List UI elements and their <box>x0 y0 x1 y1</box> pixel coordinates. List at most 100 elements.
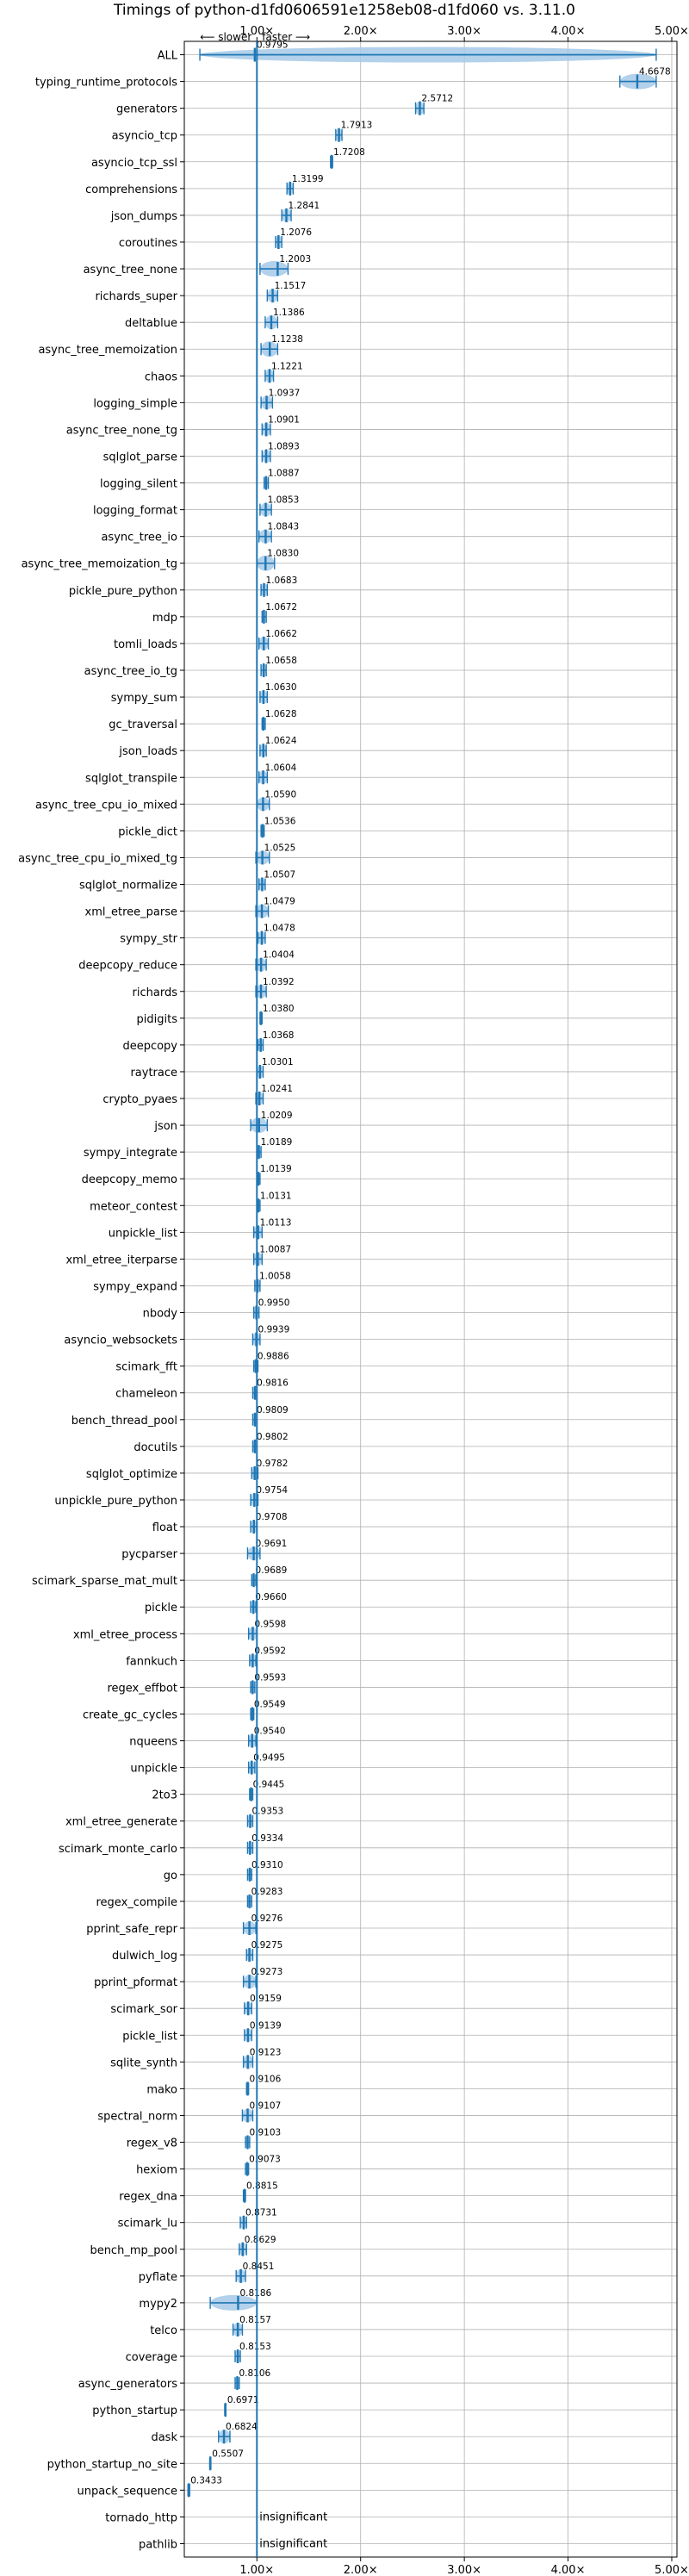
benchmark-name-label: asyncio_tcp_ssl <box>91 157 177 170</box>
benchmark-name-label: scimark_fft <box>115 1361 177 1374</box>
benchmark-name-label: typing_runtime_protocols <box>35 77 177 90</box>
benchmark-name-label: richards <box>133 986 178 999</box>
value-label: 0.9950 <box>258 1298 290 1309</box>
value-label: 1.3199 <box>292 174 324 184</box>
benchmark-name-label: deepcopy_reduce <box>78 960 177 973</box>
benchmark-name-label: pprint_safe_repr <box>86 1923 177 1936</box>
benchmark-name-label: sympy_str <box>120 933 177 946</box>
x-tick-label-bottom: 3.00× <box>447 2564 481 2576</box>
value-label: 0.8186 <box>239 2288 271 2299</box>
value-label: 0.9445 <box>253 1780 285 1790</box>
value-label: 1.0113 <box>260 1217 292 1228</box>
value-label: 1.1517 <box>275 281 307 291</box>
value-label: 1.0209 <box>261 1111 293 1121</box>
value-label: 0.9495 <box>253 1753 285 1764</box>
value-label: 0.9592 <box>254 1646 286 1656</box>
value-label: 1.0392 <box>263 977 295 987</box>
insignificant-label: insignificant <box>259 2511 327 2523</box>
benchmark-name-label: bench_mp_pool <box>90 2244 177 2257</box>
benchmark-name-label: mako <box>146 2083 177 2096</box>
benchmark-name-label: pidigits <box>137 1013 178 1026</box>
benchmark-name-label: richards_super <box>95 290 177 303</box>
value-label: 1.7913 <box>341 121 373 131</box>
value-label: 0.9106 <box>250 2074 282 2084</box>
benchmark-name-label: float <box>152 1521 177 1534</box>
value-label: 1.0604 <box>265 762 297 773</box>
x-tick-label-top: 2.00× <box>344 25 378 38</box>
benchmark-name-label: crypto_pyaes <box>102 1093 177 1106</box>
benchmark-name-label: generators <box>116 103 177 116</box>
value-label: 1.0478 <box>264 924 295 934</box>
value-label: 1.0380 <box>263 1004 295 1014</box>
value-label: 0.9782 <box>257 1459 289 1469</box>
benchmark-name-label: tornado_http <box>105 2511 177 2524</box>
benchmark-name-label: sqlglot_transpile <box>85 772 177 785</box>
benchmark-name-label: fannkuch <box>126 1655 177 1668</box>
benchmark-name-label: async_tree_cpu_io_mixed_tg <box>18 852 177 865</box>
benchmark-name-label: unpack_sequence <box>77 2485 177 2498</box>
benchmark-name-label: asyncio_tcp <box>112 130 177 143</box>
value-label: 1.0630 <box>265 682 297 693</box>
benchmark-name-label: asyncio_websockets <box>64 1335 177 1347</box>
value-label: 2.5712 <box>422 94 454 104</box>
benchmark-name-label: sqlite_synth <box>110 2056 177 2069</box>
value-label: 0.9275 <box>251 1940 283 1951</box>
value-label: 0.9802 <box>257 1432 289 1442</box>
value-label: 1.0937 <box>269 388 301 398</box>
benchmark-name-label: telco <box>150 2324 177 2337</box>
benchmark-name-label: regex_effbot <box>107 1682 177 1695</box>
value-label: 0.9795 <box>257 40 289 51</box>
value-label: 0.9886 <box>258 1352 289 1362</box>
value-label: 0.9310 <box>251 1860 283 1870</box>
value-label: 0.9353 <box>252 1807 284 1817</box>
benchmark-name-label: json_loads <box>118 745 177 758</box>
benchmark-name-label: chaos <box>145 370 177 383</box>
value-label: 0.3433 <box>190 2475 222 2486</box>
slower-label: ⟵ slower <box>200 31 251 43</box>
value-label: 0.9540 <box>254 1727 286 1737</box>
value-label: 0.5507 <box>212 2448 244 2459</box>
value-label: 4.6678 <box>639 67 671 78</box>
value-label: 1.0525 <box>264 843 296 853</box>
benchmark-name-label: dask <box>151 2431 177 2444</box>
value-label: 0.9334 <box>251 1833 283 1844</box>
benchmark-name-label: pprint_pformat <box>94 1976 177 1989</box>
value-label: 0.9593 <box>254 1672 286 1683</box>
value-label: 0.8629 <box>245 2235 276 2245</box>
benchmark-name-label: xml_etree_parse <box>85 906 177 919</box>
value-label: 0.9103 <box>249 2128 281 2138</box>
value-label: 0.6824 <box>226 2422 258 2432</box>
benchmark-name-label: mdp <box>152 612 177 625</box>
value-label: 1.0901 <box>268 414 300 425</box>
value-label: 1.7208 <box>333 147 365 158</box>
value-label: 1.0624 <box>265 736 297 746</box>
value-label: 0.9939 <box>258 1325 290 1335</box>
value-label: 1.0368 <box>263 1030 295 1041</box>
benchmark-name-label: scimark_sparse_mat_mult <box>32 1575 177 1588</box>
value-label: 0.9754 <box>256 1485 288 1496</box>
benchmark-name-label: deltablue <box>125 317 177 330</box>
value-label: 1.0672 <box>265 602 297 613</box>
benchmark-name-label: nbody <box>143 1308 178 1321</box>
axes-layer: 1.00× 1.00× 2.00× 2.00× 3.00× 3.00× 4.00× 4.00×… <box>180 25 689 2576</box>
x-tick-label-bottom: 5.00× <box>655 2564 689 2576</box>
value-label: 1.0479 <box>264 897 295 907</box>
x-tick-label-top: 4.00× <box>551 25 586 38</box>
benchmark-name-label: dulwich_log <box>112 1950 177 1963</box>
benchmark-name-label: gc_traversal <box>109 719 177 731</box>
x-tick-label-top: 1.00× <box>239 25 274 38</box>
value-label: 1.0658 <box>265 656 297 666</box>
benchmark-name-label: python_startup_no_site <box>47 2458 177 2471</box>
benchmark-name-label: json_dumps <box>110 210 177 223</box>
benchmark-name-label: xml_etree_generate <box>65 1816 177 1829</box>
value-label: 0.9549 <box>254 1699 286 1709</box>
benchmark-name-label: logging_silent <box>100 478 177 491</box>
benchmark-name-label: bench_thread_pool <box>71 1415 177 1428</box>
plot-frame <box>183 40 678 2558</box>
value-label: 1.0536 <box>264 816 296 826</box>
benchmark-name-label: docutils <box>133 1441 177 1454</box>
value-label: 0.9283 <box>251 1887 283 1897</box>
benchmark-name-label: sympy_integrate <box>84 1147 177 1160</box>
value-label: 1.1221 <box>271 361 303 371</box>
value-label: 0.9139 <box>250 2020 282 2031</box>
